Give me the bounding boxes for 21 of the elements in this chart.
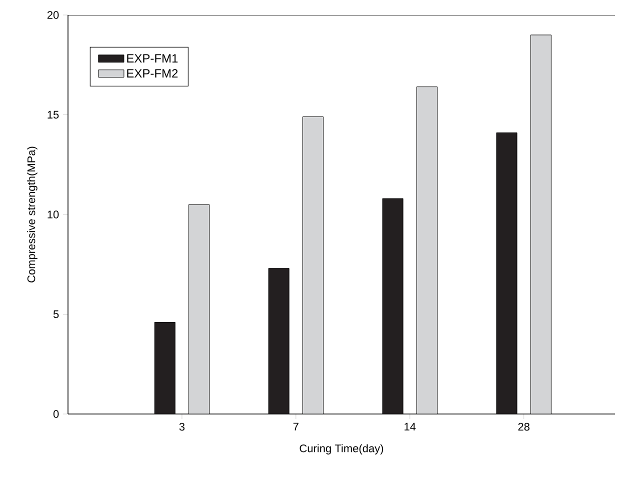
y-tick-label: 0 bbox=[53, 410, 59, 418]
y-tick-label: 20 bbox=[47, 11, 59, 19]
x-tick-label: 7 bbox=[293, 422, 298, 430]
bar bbox=[188, 204, 210, 414]
legend-label: EXP-FM1 bbox=[127, 54, 178, 62]
x-axis-title: Curing Time(day) bbox=[300, 444, 384, 454]
legend-label: EXP-FM2 bbox=[127, 69, 178, 78]
y-tick-label: 10 bbox=[48, 210, 59, 218]
bar bbox=[496, 132, 518, 414]
bar bbox=[416, 86, 438, 414]
bar bbox=[530, 34, 552, 414]
bar bbox=[268, 268, 290, 414]
bar bbox=[302, 116, 324, 414]
y-tick-label: 5 bbox=[53, 310, 59, 318]
bar bbox=[382, 198, 404, 414]
y-axis-title: Compressive strength(MPa) bbox=[27, 146, 38, 282]
x-tick-label: 14 bbox=[404, 422, 416, 430]
x-tick-label: 3 bbox=[179, 422, 185, 431]
y-tick-label: 15 bbox=[48, 110, 59, 119]
bar bbox=[154, 322, 176, 414]
x-tick-label: 28 bbox=[518, 422, 530, 431]
